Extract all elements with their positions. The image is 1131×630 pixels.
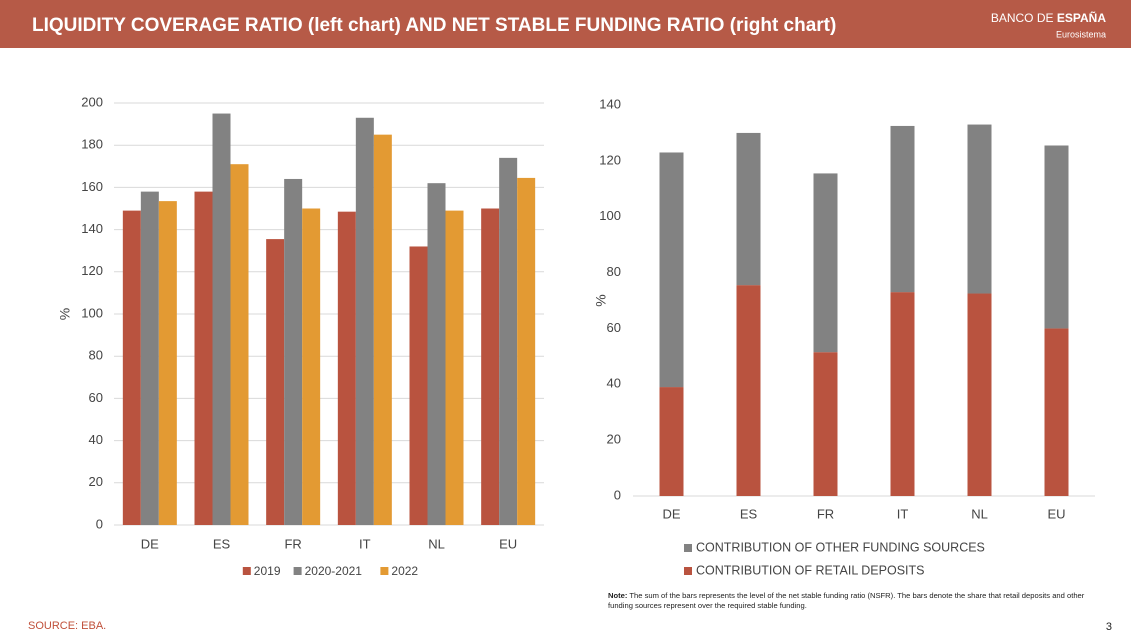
brand-subtitle: Eurosistema: [1056, 29, 1106, 39]
legend-label: CONTRIBUTION OF RETAIL DEPOSITS: [696, 563, 925, 577]
bar-segment: [890, 125, 915, 293]
bar-segment: [967, 293, 992, 496]
bar: [517, 177, 536, 525]
brand-name-bold: ESPAÑA: [1057, 10, 1106, 25]
y-tick-label: 80: [89, 348, 103, 363]
bar-segment: [813, 173, 838, 353]
x-tick-label: IT: [897, 506, 909, 521]
legend-swatch: [293, 567, 302, 575]
y-axis-label: %: [593, 294, 609, 306]
bar: [445, 210, 464, 526]
note-label: Note:: [608, 591, 628, 600]
source: SOURCE: EBA.: [28, 620, 106, 630]
legend-label: 2020-2021: [305, 564, 363, 578]
brand-name: BANCO DE: [991, 11, 1054, 25]
bar-segment: [967, 124, 992, 294]
x-tick-label: DE: [141, 536, 159, 551]
bar: [481, 208, 500, 525]
bar: [337, 211, 356, 526]
legend-label: CONTRIBUTION OF OTHER FUNDING SOURCES: [696, 540, 985, 554]
y-tick-label: 40: [89, 432, 103, 447]
bar: [284, 178, 303, 525]
y-tick-label: 60: [89, 390, 103, 405]
note: Note: The sum of the bars represents the…: [608, 591, 1098, 610]
bar: [158, 201, 177, 526]
bar: [122, 210, 141, 526]
y-tick-label: 160: [81, 179, 103, 194]
bar-segment: [813, 352, 838, 496]
slide-title: LIQUIDITY COVERAGE RATIO (left chart) AN…: [32, 15, 836, 36]
bar: [194, 191, 213, 525]
y-tick-label: 200: [81, 94, 103, 109]
y-tick-label: 0: [614, 487, 621, 502]
bar: [140, 191, 159, 525]
legend-label: 2019: [254, 564, 281, 578]
x-tick-label: EU: [499, 536, 517, 551]
x-tick-label: FR: [817, 506, 834, 521]
x-tick-label: IT: [359, 536, 371, 551]
y-tick-label: 80: [607, 264, 621, 279]
legend-swatch: [380, 567, 389, 575]
bar-segment: [659, 152, 684, 388]
legend-swatch: [242, 567, 251, 575]
bar-segment: [890, 292, 915, 496]
bar: [373, 134, 392, 525]
y-tick-label: 20: [89, 474, 103, 489]
page-number: 3: [1106, 621, 1112, 630]
y-tick-label: 40: [607, 376, 621, 391]
bar: [499, 157, 518, 526]
header-bar: [0, 0, 1131, 48]
brand: BANCO DE ESPAÑA: [991, 10, 1106, 25]
bar: [266, 239, 285, 525]
x-tick-label: EU: [1047, 506, 1065, 521]
x-tick-label: ES: [740, 506, 758, 521]
x-tick-label: NL: [428, 536, 445, 551]
bar-segment: [1044, 328, 1069, 496]
note-text: The sum of the bars represents the level…: [608, 591, 1085, 610]
y-tick-label: 140: [81, 221, 103, 236]
y-axis-label: %: [57, 308, 73, 320]
y-tick-label: 0: [96, 516, 103, 531]
bar-segment: [1044, 145, 1069, 329]
x-tick-label: ES: [213, 536, 231, 551]
y-tick-label: 20: [607, 432, 621, 447]
x-tick-label: DE: [662, 506, 680, 521]
y-tick-label: 140: [599, 96, 621, 111]
bar: [427, 183, 446, 525]
legend-label: 2022: [391, 564, 418, 578]
bar: [409, 246, 428, 526]
bar: [355, 117, 374, 526]
legend-swatch: [684, 544, 692, 552]
legend-swatch: [684, 567, 692, 575]
y-tick-label: 120: [599, 152, 621, 167]
bar-segment: [736, 285, 761, 496]
y-tick-label: 180: [81, 137, 103, 152]
bar: [302, 208, 321, 525]
y-tick-label: 60: [607, 320, 621, 335]
bar-segment: [659, 387, 684, 496]
bar-segment: [736, 132, 761, 286]
x-tick-label: FR: [284, 536, 301, 551]
y-tick-label: 100: [599, 208, 621, 223]
y-tick-label: 120: [81, 263, 103, 278]
bar: [212, 113, 231, 526]
y-tick-label: 100: [81, 305, 103, 320]
bar: [230, 164, 249, 525]
x-tick-label: NL: [971, 506, 988, 521]
